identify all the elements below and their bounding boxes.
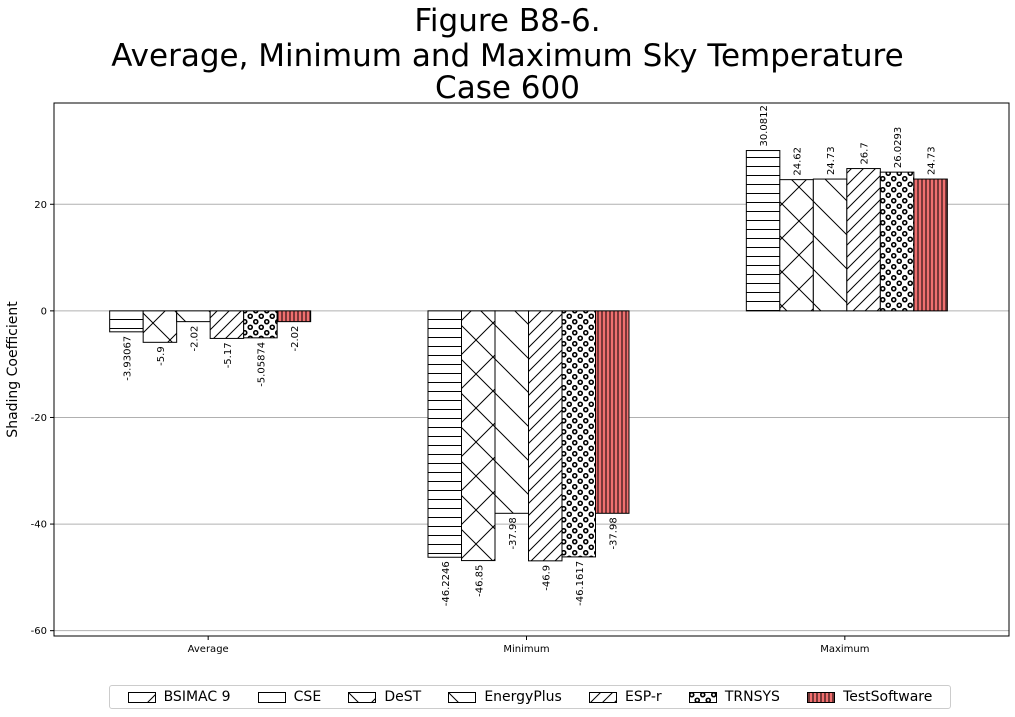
y-axis-label: Shading Coefficient bbox=[5, 301, 21, 438]
legend-item: CSE bbox=[257, 689, 322, 705]
data-label: 26.0293 bbox=[893, 127, 904, 168]
data-label: -46.9 bbox=[541, 565, 552, 591]
bar bbox=[494, 310, 529, 514]
y-tick-label: -40 bbox=[31, 520, 47, 531]
bar bbox=[209, 310, 245, 339]
y-tick-label: -20 bbox=[31, 413, 47, 424]
bar bbox=[176, 310, 211, 323]
legend-item: EnergyPlus bbox=[448, 689, 562, 705]
x-tick-label: Maximum bbox=[820, 644, 869, 655]
bar bbox=[779, 179, 814, 312]
data-label: -5.9 bbox=[156, 346, 167, 366]
y-tick-label: 20 bbox=[34, 200, 47, 211]
legend-item: ESP-r bbox=[589, 689, 662, 705]
data-label: -37.98 bbox=[508, 517, 519, 549]
legend-swatch bbox=[127, 691, 156, 703]
bar bbox=[879, 171, 915, 312]
legend-label: TestSoftware bbox=[843, 689, 933, 705]
legend: BSIMAC 9 CSE DeST EnergyPlus ESP-r TRNSYS Test… bbox=[109, 685, 951, 709]
x-tick-label: Average bbox=[188, 644, 229, 655]
legend-item: DeST bbox=[348, 689, 421, 705]
legend-label: BSIMAC 9 bbox=[163, 689, 231, 705]
data-label: -3.93067 bbox=[122, 336, 133, 381]
y-tick-label: 0 bbox=[41, 306, 47, 317]
bar bbox=[913, 178, 948, 312]
bar bbox=[745, 150, 781, 312]
chart-title-line-1: Figure B8-6. bbox=[414, 3, 601, 39]
legend-label: TRNSYS bbox=[724, 689, 780, 705]
legend-swatch bbox=[688, 691, 717, 703]
bar bbox=[142, 310, 178, 343]
data-label: -46.2246 bbox=[441, 561, 452, 606]
data-label: -5.05874 bbox=[256, 342, 267, 387]
data-label: -46.85 bbox=[474, 565, 485, 597]
data-label: -2.02 bbox=[290, 326, 301, 352]
bar bbox=[561, 310, 596, 558]
y-tick-label: -60 bbox=[31, 626, 47, 637]
data-label: 24.73 bbox=[927, 146, 938, 175]
legend-item: TRNSYS bbox=[688, 689, 780, 705]
x-tick-label: Minimum bbox=[503, 644, 549, 655]
bar bbox=[812, 178, 848, 312]
plot-frame bbox=[53, 102, 1010, 637]
bar bbox=[595, 310, 630, 514]
data-label: 30.0812 bbox=[759, 105, 770, 146]
data-label: -37.98 bbox=[608, 517, 619, 549]
legend-item: TestSoftware bbox=[807, 689, 932, 705]
bar bbox=[528, 310, 563, 562]
data-label: 24.73 bbox=[826, 146, 837, 175]
bar bbox=[846, 168, 881, 312]
legend-swatch bbox=[589, 691, 617, 703]
legend-swatch bbox=[257, 691, 286, 703]
bar bbox=[109, 310, 144, 333]
chart-title-line-2: Average, Minimum and Maximum Sky Tempera… bbox=[111, 38, 904, 74]
bar bbox=[243, 310, 278, 339]
legend-label: CSE bbox=[293, 689, 322, 705]
bar bbox=[427, 310, 462, 558]
data-label: -46.1617 bbox=[575, 561, 586, 606]
data-label: -2.02 bbox=[189, 326, 200, 352]
data-label: 26.7 bbox=[860, 142, 871, 164]
legend-label: EnergyPlus bbox=[484, 689, 562, 705]
bar bbox=[461, 310, 496, 562]
chart-title-line-3: Case 600 bbox=[435, 70, 580, 106]
legend-swatch bbox=[448, 691, 477, 703]
legend-item: BSIMAC 9 bbox=[127, 689, 231, 705]
bar bbox=[276, 310, 312, 323]
legend-label: DeST bbox=[384, 689, 422, 705]
data-label: -5.17 bbox=[223, 342, 234, 368]
legend-label: ESP-r bbox=[625, 689, 662, 705]
legend-swatch bbox=[348, 691, 377, 703]
data-label: 24.62 bbox=[793, 147, 804, 176]
legend-swatch bbox=[807, 691, 836, 703]
